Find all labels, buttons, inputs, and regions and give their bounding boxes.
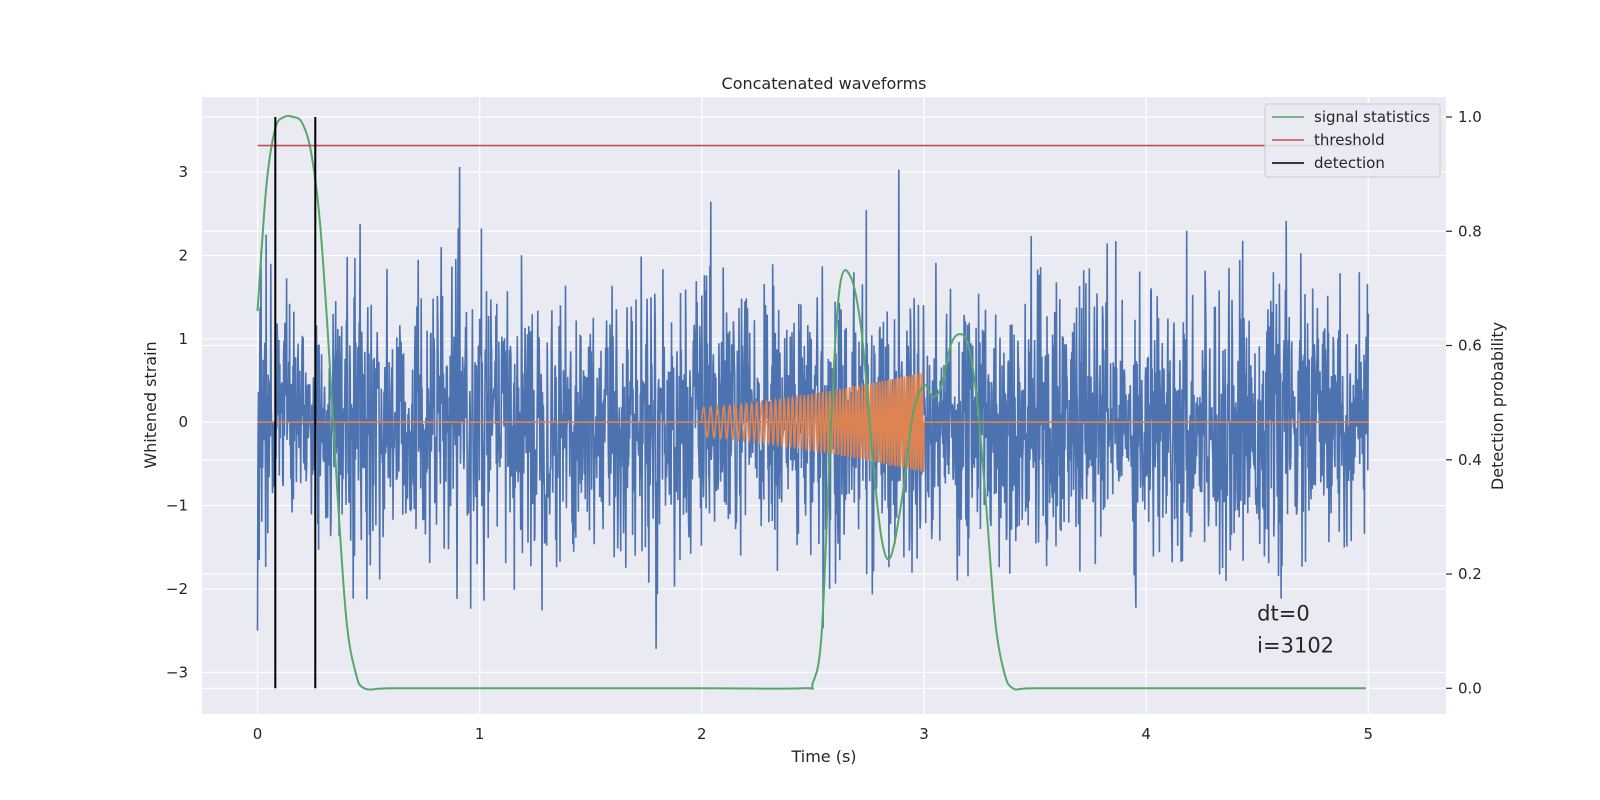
x-tick-label: 5 [1363,725,1373,743]
strain-line [256,166,1370,649]
y-tick-label: −3 [166,663,188,681]
y2-tick-label: 0.4 [1458,451,1482,469]
y2-tick-label: 0.0 [1458,679,1482,697]
y-tick-label: 3 [178,163,188,181]
x-tick-label: 0 [253,725,263,743]
y2-tick-label: 1.0 [1458,108,1482,126]
y-axis-label: Whitened strain [141,341,160,468]
legend-label-threshold: threshold [1314,131,1385,149]
tick-labels: 0 1 2 3 4 5 −3 −2 −1 0 1 2 3 0.0 0.2 0.4 0.6 0.8 1.0 [166,108,1482,743]
signal-statistics-line [256,114,1366,691]
y-tick-label: −2 [166,580,188,598]
x-tick-label: 3 [919,725,929,743]
template-chirp [701,372,925,473]
annotations: dt=0 i=3102 [1257,602,1334,658]
template-series [257,372,1369,473]
y-tick-label: −1 [166,497,188,515]
y2-tick-label: 0.8 [1458,222,1482,240]
x-axis-label: Time (s) [790,747,856,766]
y2-tick-label: 0.2 [1458,565,1482,583]
strain-series [256,166,1370,649]
chart-title: Concatenated waveforms [722,74,927,93]
legend-label-signal-statistics: signal statistics [1314,108,1430,126]
legend-label-detection: detection [1314,154,1385,172]
legend-box [1264,103,1441,178]
signal-statistics-series [256,114,1366,691]
x-tick-label: 4 [1141,725,1151,743]
detection-series [274,116,317,689]
legend: signal statistics threshold detection [1264,103,1441,178]
annotation-text: i=3102 [1257,633,1334,657]
x-tick-label: 2 [697,725,707,743]
y-tick-label: 2 [178,246,188,264]
y2-tick-label: 0.6 [1458,337,1482,355]
y2-axis-label: Detection probability [1488,322,1507,490]
annotation-text: dt=0 [1257,602,1310,626]
y-tick-label: 0 [178,413,188,431]
x-tick-label: 1 [475,725,485,743]
y-tick-label: 1 [178,330,188,348]
